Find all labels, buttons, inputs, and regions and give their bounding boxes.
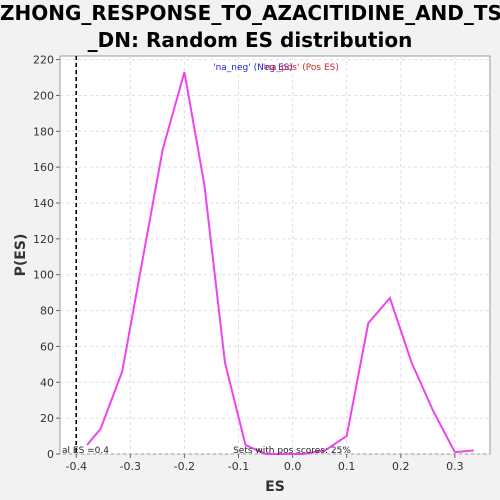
y-tick-label: 160: [33, 161, 54, 174]
series-line: [86, 71, 474, 455]
legend-pos-label: 'na_pos' (Pos ES): [263, 63, 339, 73]
y-tick-label: 140: [33, 197, 54, 210]
y-tick-label: 60: [40, 340, 54, 353]
chart-title: ZHONG_RESPONSE_TO_AZACITIDINE_AND_TSA _D…: [0, 0, 500, 54]
x-tick-label: 0.1: [338, 460, 356, 473]
y-tick-label: 100: [33, 269, 54, 282]
y-axis-ticks: 0 20 40 60 80 100 120 140 160 180 200 220: [33, 54, 60, 461]
y-tick-label: 0: [47, 448, 54, 461]
y-tick-label: 180: [33, 125, 54, 138]
x-tick-label: -0.1: [228, 460, 249, 473]
pos-scores-note: Sets with pos scores: 25%: [233, 446, 351, 456]
x-tick-label: 0.2: [392, 460, 410, 473]
x-tick-label: 0.3: [446, 460, 464, 473]
x-tick-label: -0.2: [174, 460, 195, 473]
legend-text: 'na_neg' (Neg ES)'na_pos' (Pos ES): [213, 63, 339, 73]
legend-neg-label: 'na_neg' (Neg ES): [213, 63, 293, 73]
x-tick-label: 0.0: [284, 460, 302, 473]
x-axis-label: ES: [265, 479, 285, 495]
observed-es-note: al ES =0.4: [62, 446, 109, 456]
y-tick-label: 20: [40, 412, 54, 425]
y-tick-label: 40: [40, 376, 54, 389]
x-tick-label: -0.4: [65, 460, 86, 473]
y-axis-label: P(ES): [13, 234, 29, 277]
chart-title-line-2: _DN: Random ES distribution: [87, 28, 413, 52]
chart-title-line-1: ZHONG_RESPONSE_TO_AZACITIDINE_AND_TSA: [0, 1, 500, 25]
y-tick-label: 80: [40, 305, 54, 318]
y-tick-label: 200: [33, 89, 54, 102]
plot-area: [59, 55, 491, 455]
y-tick-label: 120: [33, 233, 54, 246]
x-axis-ticks: -0.4 -0.3 -0.2 -0.1 0.0 0.1 0.2 0.3: [65, 454, 464, 473]
y-tick-label: 220: [33, 54, 54, 67]
x-tick-label: -0.3: [120, 460, 141, 473]
